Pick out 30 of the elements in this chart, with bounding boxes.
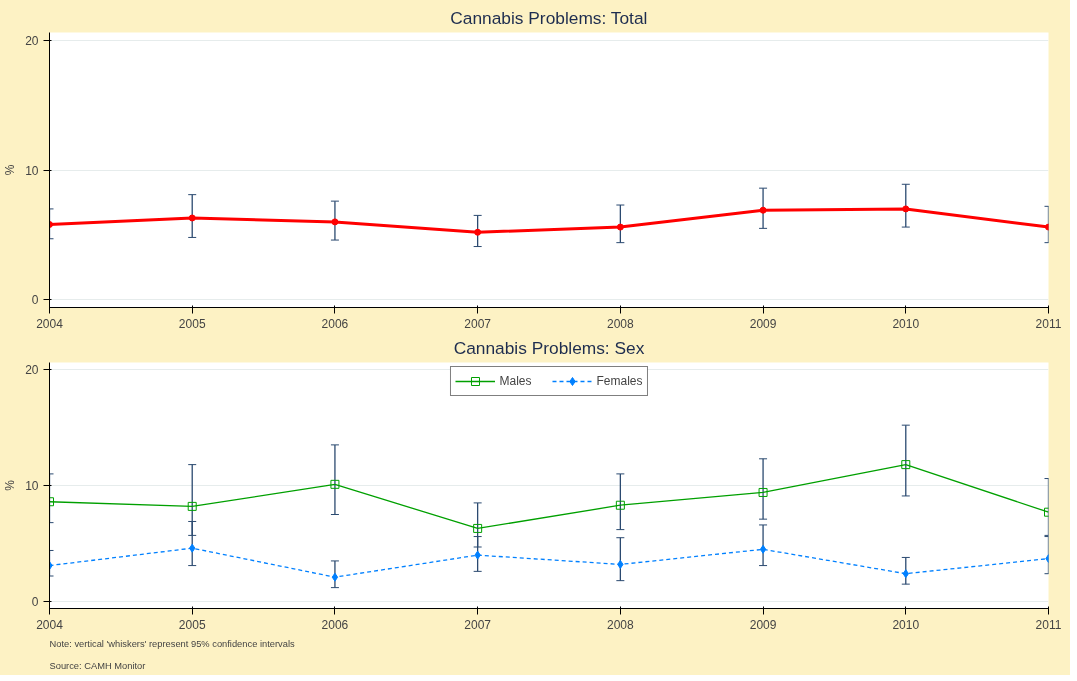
x-tick-label: 2006 [321, 617, 349, 632]
x-tick-label: 2008 [607, 617, 635, 632]
chart-title: Cannabis Problems: Sex [453, 337, 645, 358]
y-tick-label: 20 [25, 362, 39, 377]
x-tick-label: 2005 [178, 617, 206, 632]
x-tick-label: 2008 [607, 316, 635, 331]
x-tick-label: 2007 [464, 617, 492, 632]
x-tick-label: 2009 [749, 617, 777, 632]
text: Note: vertical 'whiskers' represent 95% confidence intervals [49, 638, 295, 649]
x-tick-label: 2004 [36, 316, 64, 331]
x-tick-label: 2009 [749, 316, 777, 331]
legend-label: Males [499, 374, 532, 388]
y-tick-label: 0 [31, 293, 39, 308]
y-tick-label: 0 [31, 595, 39, 610]
x-tick-label: 2005 [178, 316, 206, 331]
source-note: Source: CAMH Monitor [49, 660, 146, 671]
x-tick-label: 2010 [892, 617, 920, 632]
x-tick-label: 2007 [464, 316, 492, 331]
y-tick-label: 20 [25, 33, 39, 48]
y-axis-title: % [3, 164, 18, 176]
y-tick-label: 10 [25, 479, 39, 493]
chart-title: Cannabis Problems: Total [450, 7, 648, 28]
x-tick-label: 2011 [1035, 617, 1062, 632]
x-tick-label: 2004 [36, 617, 64, 632]
x-tick-label: 2006 [321, 316, 349, 331]
x-tick-label: 2011 [1035, 316, 1062, 331]
y-axis-title: % [3, 479, 18, 491]
x-tick-label: 2010 [892, 316, 920, 331]
legend-label: Females [596, 374, 643, 388]
y-tick-label: 10 [25, 163, 39, 178]
